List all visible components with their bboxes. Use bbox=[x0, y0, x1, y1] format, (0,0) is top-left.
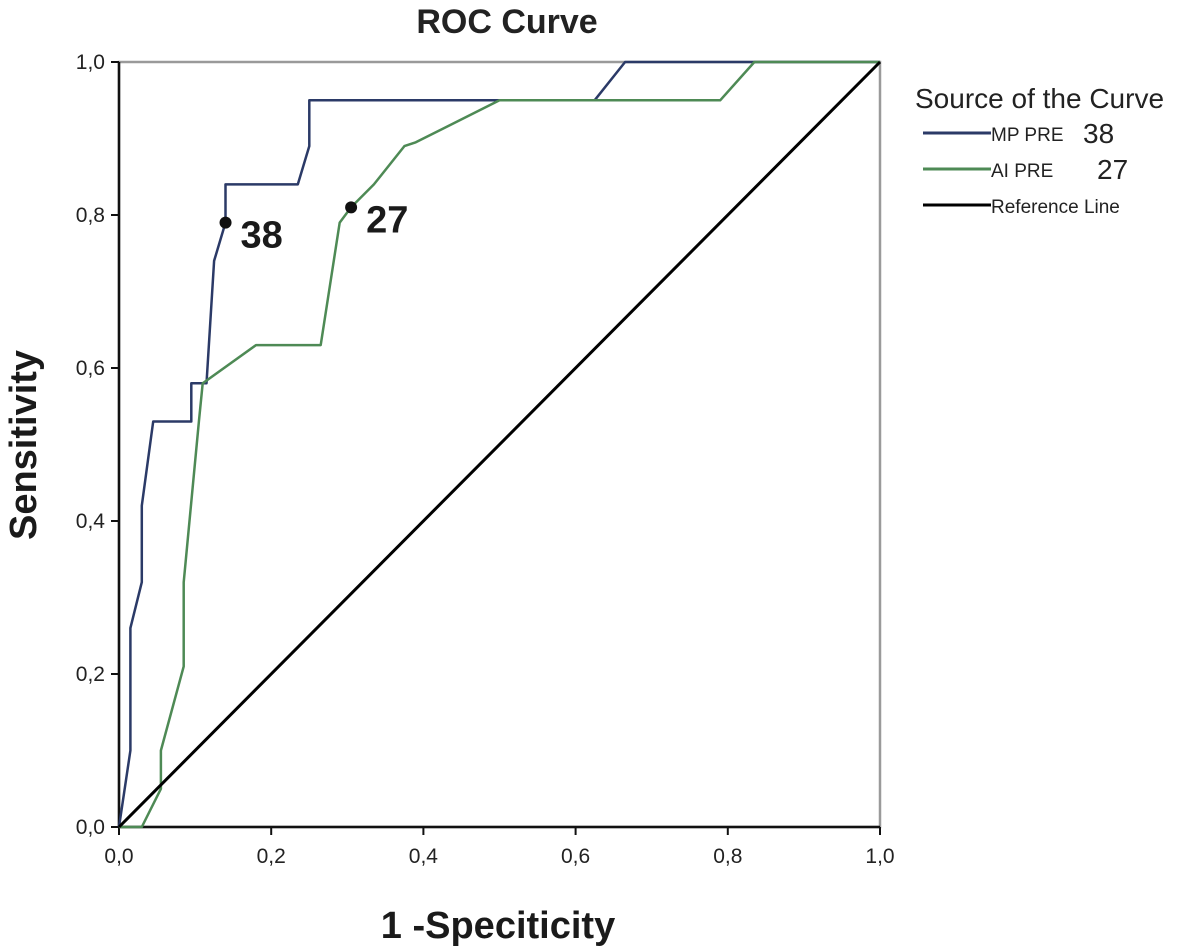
y-axis-label: Sensitivity bbox=[3, 350, 45, 540]
legend: Source of the Curve MP PRE 38 AI PRE 27 Refer… bbox=[915, 83, 1164, 218]
x-axis-label: 1 -Speciticity bbox=[381, 905, 615, 947]
x-tick-label: 1,0 bbox=[865, 845, 894, 868]
cutoff-label: 38 bbox=[241, 215, 283, 257]
x-tick-label: 0,0 bbox=[104, 845, 133, 868]
legend-entry-label: AI PRE bbox=[991, 161, 1053, 182]
legend-entry-cutoff: 38 bbox=[1083, 118, 1114, 149]
cutoff-label: 27 bbox=[366, 199, 408, 241]
x-tick-label: 0,6 bbox=[561, 845, 590, 868]
y-tick-label: 0,0 bbox=[76, 816, 105, 839]
y-tick-label: 0,8 bbox=[76, 204, 105, 227]
cutoff-point bbox=[219, 216, 232, 229]
x-tick-label: 0,8 bbox=[713, 845, 742, 868]
cutoff-point bbox=[345, 201, 358, 214]
x-tick-label: 0,2 bbox=[257, 845, 286, 868]
y-tick-label: 0,4 bbox=[76, 510, 106, 533]
legend-title: Source of the Curve bbox=[915, 83, 1164, 114]
series-line-ai-pre bbox=[119, 60, 880, 829]
legend-entry-label: MP PRE bbox=[991, 125, 1064, 146]
chart-title: ROC Curve bbox=[416, 3, 597, 41]
y-tick-label: 0,6 bbox=[76, 357, 105, 380]
legend-entry-cutoff: 27 bbox=[1097, 154, 1128, 185]
x-tick-label: 0,4 bbox=[409, 845, 439, 868]
series-line-reference-line bbox=[117, 60, 882, 829]
legend-entry-label: Reference Line bbox=[991, 197, 1120, 218]
y-tick-label: 1,0 bbox=[76, 51, 105, 74]
series-line-mp-pre bbox=[117, 60, 880, 828]
y-tick-label: 0,2 bbox=[76, 663, 105, 686]
